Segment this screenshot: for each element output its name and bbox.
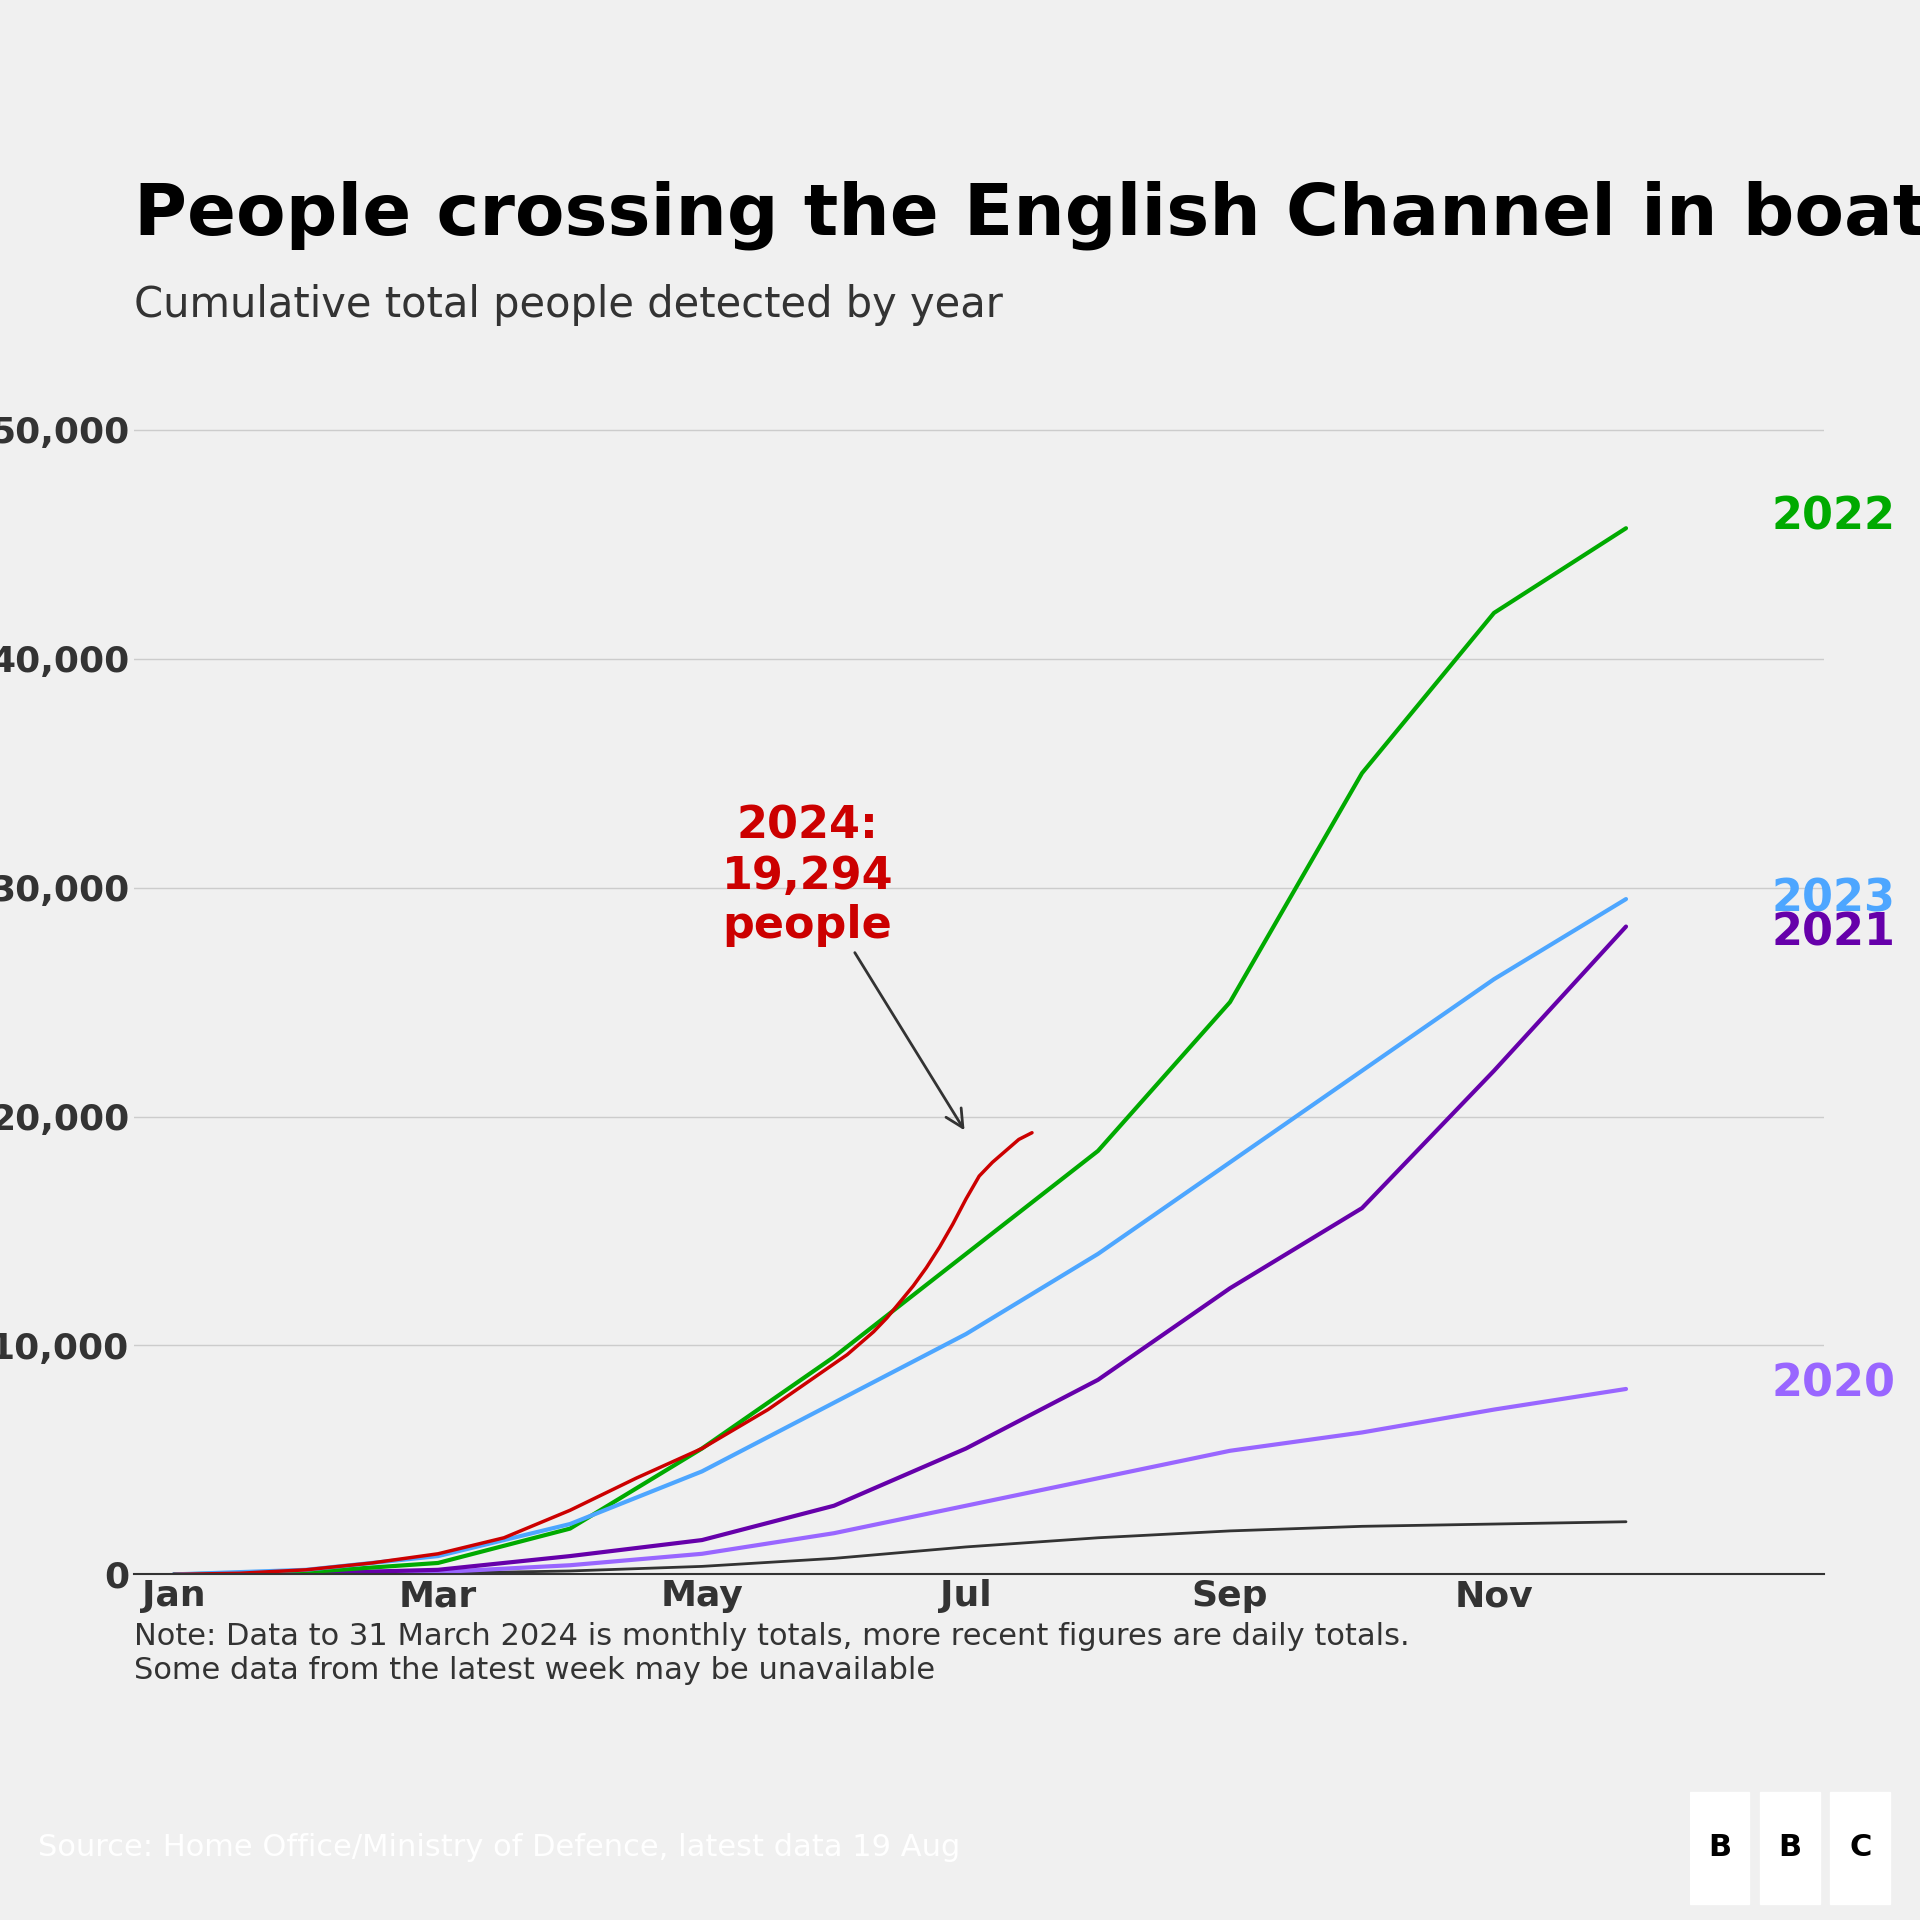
Text: 2021: 2021 (1770, 912, 1895, 954)
Text: People crossing the English Channel in boats: People crossing the English Channel in b… (134, 180, 1920, 250)
Text: 2020: 2020 (1770, 1363, 1895, 1405)
Bar (1830, 1791, 1889, 1905)
Text: 2023: 2023 (1770, 877, 1895, 920)
Bar (1690, 1791, 1749, 1905)
Text: B: B (1778, 1834, 1801, 1862)
Text: B: B (1709, 1834, 1732, 1862)
Bar (1761, 1791, 1820, 1905)
Text: 2022: 2022 (1770, 495, 1895, 538)
Text: Cumulative total people detected by year: Cumulative total people detected by year (134, 284, 1004, 326)
Text: 2024:
19,294
people: 2024: 19,294 people (722, 804, 964, 1127)
Text: Source: Home Office/Ministry of Defence, latest data 19 Aug: Source: Home Office/Ministry of Defence,… (38, 1834, 960, 1862)
Text: Note: Data to 31 March 2024 is monthly totals, more recent figures are daily tot: Note: Data to 31 March 2024 is monthly t… (134, 1622, 1409, 1686)
Text: C: C (1849, 1834, 1872, 1862)
